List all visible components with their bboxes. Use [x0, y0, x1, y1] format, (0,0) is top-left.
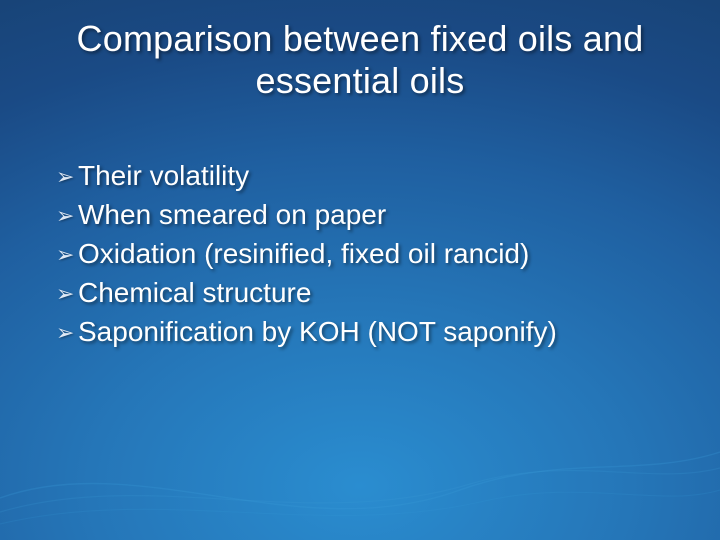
wave-decoration	[0, 420, 720, 540]
list-item: ➢ When smeared on paper	[56, 197, 680, 234]
slide-title: Comparison between fixed oils and essent…	[0, 18, 720, 103]
chevron-right-icon: ➢	[56, 197, 78, 234]
chevron-right-icon: ➢	[56, 275, 78, 312]
bullet-text: Their volatility	[78, 158, 680, 195]
title-line-1: Comparison between fixed oils and	[77, 18, 644, 59]
bullet-text: Chemical structure	[78, 275, 680, 312]
list-item: ➢ Saponification by KOH (NOT saponify)	[56, 314, 680, 351]
list-item: ➢ Their volatility	[56, 158, 680, 195]
bullet-text: When smeared on paper	[78, 197, 680, 234]
title-line-2: essential oils	[256, 60, 465, 101]
slide-body: ➢ Their volatility ➢ When smeared on pap…	[56, 158, 680, 353]
chevron-right-icon: ➢	[56, 236, 78, 273]
chevron-right-icon: ➢	[56, 314, 78, 351]
list-item: ➢ Oxidation (resinified, fixed oil ranci…	[56, 236, 680, 273]
chevron-right-icon: ➢	[56, 158, 78, 195]
bullet-text: Saponification by KOH (NOT saponify)	[78, 314, 680, 351]
slide: Comparison between fixed oils and essent…	[0, 0, 720, 540]
list-item: ➢ Chemical structure	[56, 275, 680, 312]
bullet-text: Oxidation (resinified, fixed oil rancid)	[78, 236, 680, 273]
